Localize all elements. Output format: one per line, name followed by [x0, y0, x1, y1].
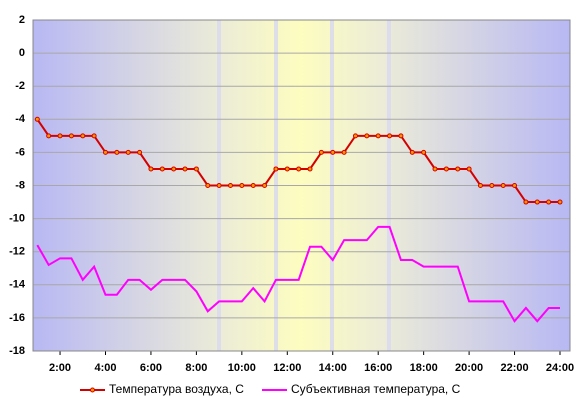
point-marker: [364, 133, 370, 139]
x-tick-label: 8:00: [185, 362, 207, 374]
point-marker: [159, 166, 165, 172]
y-tick-label: -14: [9, 279, 26, 291]
point-marker: [330, 149, 336, 155]
legend-marker: [90, 387, 95, 393]
y-tick-label: -8: [15, 179, 25, 191]
point-marker: [489, 183, 495, 188]
point-marker: [455, 166, 461, 172]
x-tick-label: 6:00: [140, 362, 162, 374]
point-marker: [34, 116, 40, 122]
y-tick-label: 0: [19, 47, 25, 59]
point-marker: [46, 133, 52, 139]
point-marker: [352, 133, 358, 139]
x-tick-label: 20:00: [455, 362, 483, 374]
point-marker: [375, 133, 381, 139]
point-marker: [250, 183, 256, 188]
y-tick-label: -16: [9, 312, 25, 324]
point-marker: [296, 166, 302, 172]
point-marker: [102, 149, 108, 155]
legend-label: Температура воздуха, С: [109, 382, 244, 396]
y-tick-label: -6: [15, 146, 25, 158]
point-marker: [341, 149, 347, 155]
point-marker: [477, 183, 483, 188]
point-marker: [216, 183, 222, 188]
point-marker: [193, 166, 199, 172]
point-marker: [512, 183, 518, 188]
x-tick-label: 12:00: [273, 362, 301, 374]
x-tick-label: 10:00: [228, 362, 256, 374]
point-marker: [57, 133, 63, 139]
point-marker: [182, 166, 188, 172]
point-marker: [466, 166, 472, 172]
point-marker: [318, 149, 324, 155]
point-marker: [432, 166, 438, 172]
point-marker: [284, 166, 290, 172]
point-marker: [205, 183, 211, 188]
x-tick-label: 24:00: [546, 362, 574, 374]
point-marker: [523, 199, 529, 205]
point-marker: [239, 183, 245, 188]
point-marker: [68, 133, 74, 139]
point-marker: [409, 149, 415, 155]
legend-label: Субъективная температура, С: [291, 382, 461, 396]
x-tick-label: 14:00: [319, 362, 347, 374]
point-marker: [546, 199, 552, 205]
x-tick-label: 4:00: [94, 362, 116, 374]
y-tick-label: -4: [15, 113, 26, 125]
series-line: [36, 225, 561, 323]
point-marker: [262, 183, 268, 188]
y-tick-label: 2: [19, 14, 25, 26]
point-marker: [114, 149, 120, 155]
y-tick-label: -18: [9, 345, 25, 357]
point-marker: [534, 199, 540, 205]
point-marker: [171, 166, 177, 172]
point-marker: [387, 133, 393, 139]
x-tick-label: 18:00: [410, 362, 438, 374]
point-marker: [307, 166, 313, 172]
point-marker: [80, 133, 86, 139]
point-marker: [91, 133, 97, 139]
point-marker: [273, 166, 279, 172]
y-tick-label: -2: [15, 80, 25, 92]
point-marker: [443, 166, 449, 172]
plot-border: [32, 19, 571, 352]
y-tick-label: -12: [9, 246, 25, 258]
point-marker: [137, 149, 143, 155]
x-tick-label: 22:00: [500, 362, 528, 374]
point-marker: [500, 183, 506, 188]
point-marker: [398, 133, 404, 139]
point-marker: [227, 183, 233, 188]
point-marker: [125, 149, 131, 155]
x-tick-label: 2:00: [49, 362, 71, 374]
point-marker: [148, 166, 154, 172]
y-tick-label: -10: [9, 213, 25, 225]
x-tick-label: 16:00: [364, 362, 392, 374]
point-marker: [421, 149, 427, 155]
point-marker: [557, 199, 563, 205]
